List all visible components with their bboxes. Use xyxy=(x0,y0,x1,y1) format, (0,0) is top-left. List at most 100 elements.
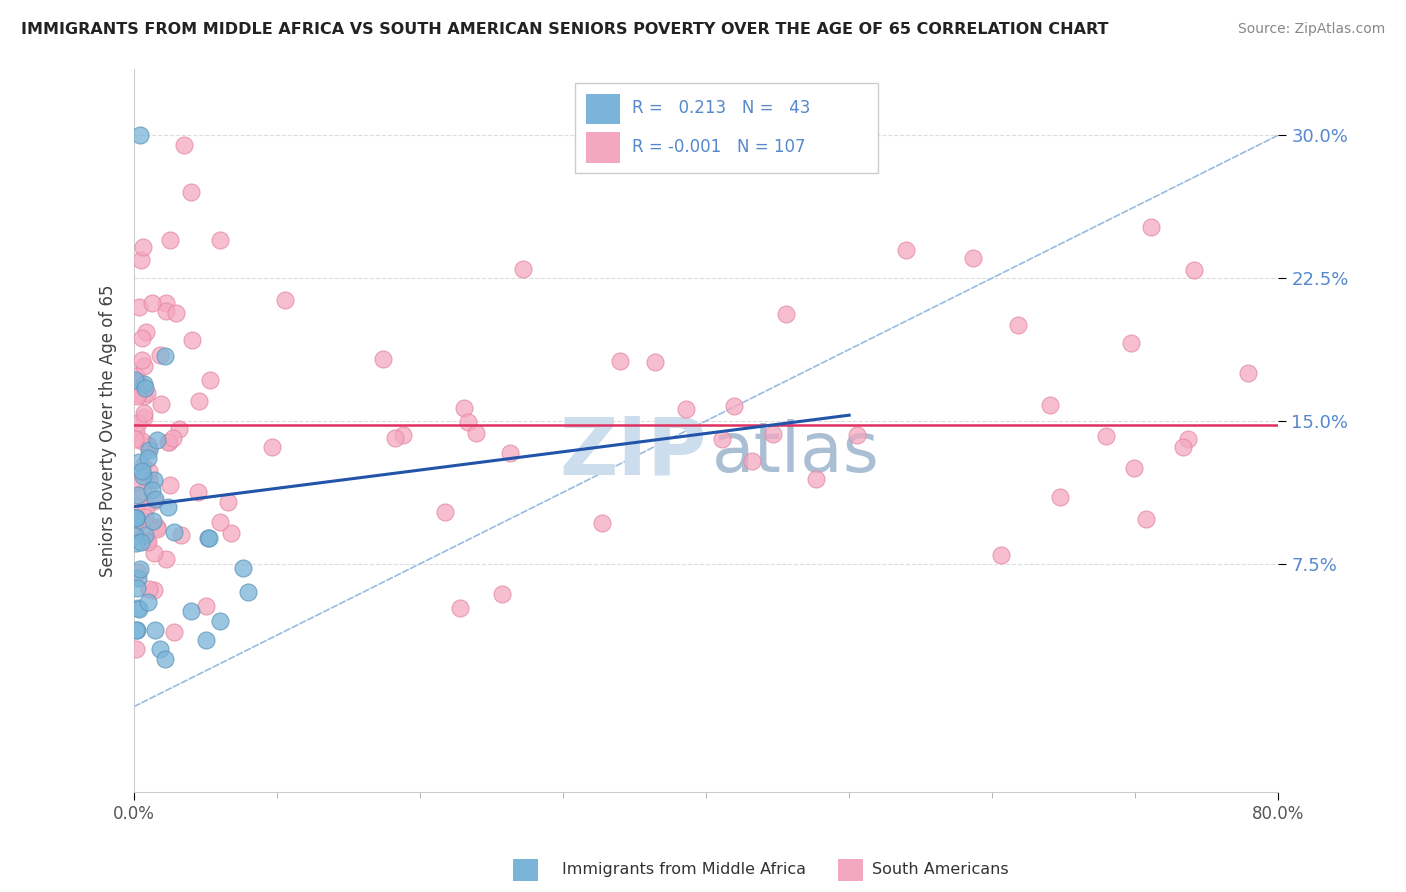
Point xyxy=(449,600,471,615)
Point xyxy=(157,500,180,515)
Point xyxy=(143,546,166,560)
Point xyxy=(1171,441,1194,455)
Text: R =   0.213   N =   43: R = 0.213 N = 43 xyxy=(631,99,810,118)
Point xyxy=(132,410,155,425)
Point xyxy=(198,373,221,387)
Point xyxy=(136,450,159,465)
Point xyxy=(592,516,614,530)
Point xyxy=(146,522,169,536)
Point xyxy=(124,425,146,440)
Point xyxy=(138,473,160,487)
Point xyxy=(124,523,146,537)
Point xyxy=(134,528,156,542)
Point xyxy=(132,359,155,374)
Point xyxy=(512,262,534,277)
Text: ZIP: ZIP xyxy=(560,413,706,491)
Point xyxy=(181,333,204,347)
Point xyxy=(371,352,394,367)
Point xyxy=(135,500,157,515)
Point xyxy=(125,511,148,525)
Point xyxy=(127,475,149,489)
Point xyxy=(128,128,150,143)
Point xyxy=(138,441,160,455)
Point xyxy=(125,536,148,550)
Point xyxy=(155,552,177,566)
Point xyxy=(163,524,186,539)
Point xyxy=(187,484,209,499)
Point xyxy=(384,432,406,446)
Point xyxy=(149,348,172,362)
Point xyxy=(155,349,177,363)
Point xyxy=(146,520,169,534)
Point xyxy=(136,437,159,451)
Point xyxy=(128,455,150,469)
Point xyxy=(1119,336,1142,351)
Point xyxy=(124,373,146,387)
Point xyxy=(134,509,156,524)
Point xyxy=(135,533,157,547)
Point xyxy=(136,535,159,549)
Text: IMMIGRANTS FROM MIDDLE AFRICA VS SOUTH AMERICAN SENIORS POVERTY OVER THE AGE OF : IMMIGRANTS FROM MIDDLE AFRICA VS SOUTH A… xyxy=(21,22,1108,37)
Point xyxy=(142,514,165,528)
Point xyxy=(195,599,218,613)
Point xyxy=(131,469,153,483)
Point xyxy=(131,464,153,478)
Point xyxy=(128,301,150,315)
Point xyxy=(711,432,734,446)
Point xyxy=(197,531,219,545)
Point xyxy=(125,624,148,638)
Point xyxy=(723,399,745,413)
Bar xyxy=(586,94,620,124)
Point xyxy=(845,427,868,442)
Point xyxy=(1123,461,1146,475)
Point xyxy=(194,632,217,647)
Point xyxy=(209,515,232,529)
Point xyxy=(157,434,180,449)
Point xyxy=(143,582,166,597)
Point xyxy=(170,527,193,541)
Point xyxy=(155,295,177,310)
Point xyxy=(125,511,148,525)
Point xyxy=(141,483,163,498)
Point xyxy=(180,604,202,618)
Point xyxy=(741,454,763,468)
Text: R = -0.001   N = 107: R = -0.001 N = 107 xyxy=(631,137,806,156)
Point xyxy=(457,415,479,429)
Point xyxy=(1135,511,1157,525)
Point xyxy=(208,233,231,247)
Point xyxy=(149,397,172,411)
Point xyxy=(159,478,181,492)
Point xyxy=(129,534,152,549)
Point xyxy=(129,562,152,576)
Point xyxy=(125,581,148,595)
Point xyxy=(232,561,254,575)
Y-axis label: Seniors Poverty Over the Age of 65: Seniors Poverty Over the Age of 65 xyxy=(100,285,117,576)
Point xyxy=(162,431,184,445)
Bar xyxy=(586,132,620,162)
Point xyxy=(1182,263,1205,277)
Point xyxy=(132,484,155,499)
Point xyxy=(391,427,413,442)
Point xyxy=(131,353,153,368)
Point xyxy=(260,440,283,454)
Point xyxy=(132,458,155,473)
Point xyxy=(433,505,456,519)
Point xyxy=(1007,318,1029,332)
Point xyxy=(131,434,153,448)
Point xyxy=(1094,429,1116,443)
Point xyxy=(135,325,157,339)
Point xyxy=(491,587,513,601)
FancyBboxPatch shape xyxy=(575,83,877,173)
Point xyxy=(131,331,153,345)
Point xyxy=(804,472,827,486)
Point xyxy=(217,494,239,508)
Point xyxy=(173,137,195,152)
Point xyxy=(219,525,242,540)
Point xyxy=(274,293,297,307)
Point xyxy=(127,601,149,615)
Point xyxy=(136,385,159,400)
Point xyxy=(124,432,146,446)
Point xyxy=(127,416,149,430)
Point xyxy=(131,514,153,528)
Point xyxy=(894,243,917,257)
